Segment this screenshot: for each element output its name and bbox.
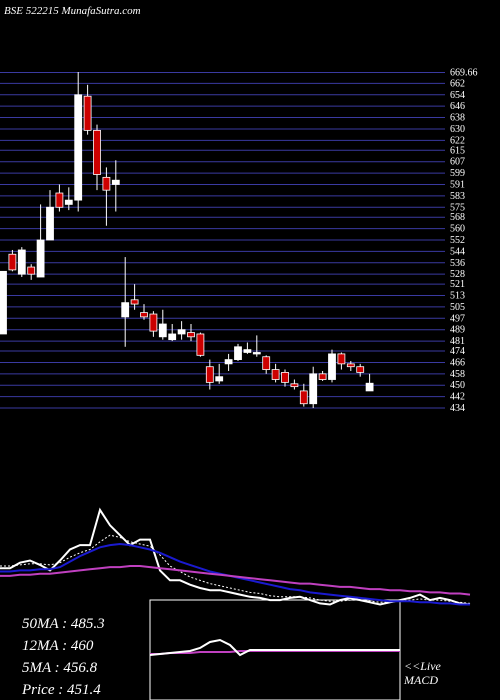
- candle-body: [318, 373, 327, 380]
- candle-body: [46, 206, 54, 241]
- stat-label: Price : 451.4: [21, 682, 101, 698]
- y-tick-label: 434: [450, 403, 465, 414]
- candle-body: [111, 179, 120, 185]
- stat-label: 50MA : 485.3: [22, 616, 105, 632]
- y-tick-label: 521: [450, 279, 465, 290]
- y-tick-label: 599: [450, 168, 465, 179]
- y-tick-label: 607: [450, 157, 465, 168]
- y-tick-label: 568: [450, 212, 465, 223]
- candle-body: [130, 299, 139, 305]
- y-tick-label: 591: [450, 179, 465, 190]
- y-tick-label: 497: [450, 313, 465, 324]
- candle-body: [55, 192, 64, 208]
- candle-body: [337, 353, 346, 365]
- candle-body: [309, 373, 318, 405]
- candle-body: [252, 352, 261, 355]
- candle-body: [243, 349, 252, 353]
- candle-body: [64, 199, 73, 205]
- stat-label: 5MA : 456.8: [22, 660, 98, 676]
- candle-body: [281, 372, 289, 383]
- series-line: [0, 534, 471, 604]
- candle-body: [168, 333, 177, 341]
- candle-body: [36, 239, 45, 278]
- y-tick-label: 513: [450, 291, 465, 302]
- candle-body: [205, 366, 214, 383]
- candle-body: [102, 176, 111, 191]
- y-tick-label: 474: [450, 346, 465, 357]
- y-tick-label: 505: [450, 302, 465, 313]
- y-tick-label: 536: [450, 258, 465, 269]
- y-tick-label: 458: [450, 369, 465, 380]
- y-tick-label: 450: [450, 380, 465, 391]
- candle-body: [177, 329, 186, 335]
- candle-body: [234, 346, 242, 360]
- candle-body: [17, 249, 26, 275]
- candle-body: [328, 353, 336, 380]
- y-tick-label: 583: [450, 191, 465, 202]
- y-tick-label: 646: [450, 101, 465, 112]
- series-line: [0, 565, 471, 596]
- y-tick-label: 622: [450, 135, 465, 146]
- chart-title: BSE 522215 MunafaSutra.com: [4, 5, 141, 17]
- candle-body: [215, 376, 224, 382]
- y-tick-label: 560: [450, 224, 465, 235]
- y-tick-label: 466: [450, 357, 465, 368]
- annotation: MACD: [403, 673, 438, 687]
- candle-body: [187, 332, 195, 338]
- candle-body: [356, 366, 365, 373]
- candle-body: [140, 312, 148, 318]
- candle-body: [224, 359, 233, 365]
- series-line: [0, 542, 470, 606]
- candle-body: [83, 95, 92, 131]
- y-tick-label: 669.66: [450, 67, 478, 78]
- y-tick-label: 630: [450, 124, 465, 135]
- y-tick-label: 575: [450, 202, 465, 213]
- annotation: <<Live: [404, 659, 442, 673]
- stat-label: 12MA : 460: [22, 638, 94, 654]
- y-tick-label: 615: [450, 145, 465, 156]
- y-tick-label: 528: [450, 269, 465, 280]
- candle-body: [196, 333, 205, 356]
- y-tick-label: 442: [450, 392, 465, 403]
- y-tick-label: 638: [450, 113, 465, 124]
- candle-body: [8, 253, 17, 271]
- candle-body: [93, 129, 101, 175]
- y-tick-label: 544: [450, 246, 465, 257]
- y-tick-label: 662: [450, 78, 465, 89]
- candle-body: [299, 390, 308, 405]
- y-tick-label: 489: [450, 325, 465, 336]
- candle-body: [0, 270, 7, 335]
- candle-body: [74, 94, 83, 201]
- candle-body: [158, 323, 167, 338]
- candle-body: [149, 313, 158, 332]
- candle-body: [346, 363, 355, 368]
- candle-body: [121, 302, 130, 318]
- candle-body: [365, 382, 374, 392]
- y-tick-label: 654: [450, 90, 465, 101]
- series-line: [149, 638, 400, 657]
- candle-body: [290, 383, 299, 388]
- y-tick-label: 481: [450, 336, 465, 347]
- candle-body: [271, 369, 280, 380]
- y-tick-label: 552: [450, 235, 465, 246]
- candle-body: [27, 266, 36, 275]
- candle-body: [262, 356, 271, 370]
